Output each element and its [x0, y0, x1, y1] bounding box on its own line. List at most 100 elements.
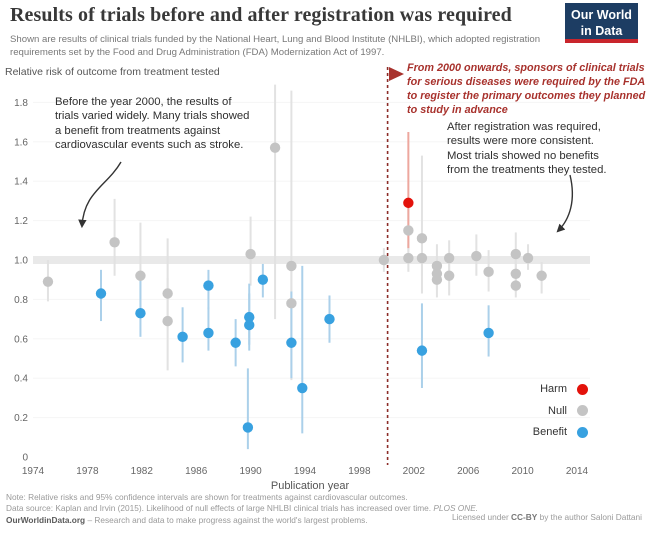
owid-logo-line2: in Data — [580, 24, 623, 39]
y-tick-label: 0.4 — [14, 374, 28, 385]
trial-point-null — [286, 298, 297, 309]
owid-logo-red-strip — [565, 39, 638, 43]
x-tick-label: 1990 — [239, 466, 262, 477]
null-dot-icon — [577, 405, 588, 416]
x-tick-label: 2006 — [457, 466, 480, 477]
trial-point-benefit — [324, 313, 335, 325]
footer: Note: Relative risks and 95% confidence … — [6, 492, 650, 527]
trial-point-null — [135, 270, 146, 281]
benefit-dot-icon — [577, 426, 588, 438]
trial-point-null — [162, 288, 173, 299]
x-tick-label: 2010 — [511, 466, 534, 477]
y-tick-label: 1.2 — [14, 216, 28, 227]
footer-source-text: Data source: Kaplan and Irvin (2015). Li… — [6, 503, 434, 514]
trial-point-null — [510, 280, 521, 291]
y-axis-title: Relative risk of outcome from treatment … — [5, 66, 220, 78]
x-tick-label: 1998 — [348, 466, 371, 477]
chart-subtitle: Shown are results of clinical trials fun… — [10, 34, 541, 59]
legend-label-harm: Harm — [540, 383, 567, 395]
trial-point-null — [162, 315, 173, 327]
trial-point-null — [510, 248, 521, 260]
annotation-before-2000: Before the year 2000, the results of tri… — [55, 96, 250, 152]
trial-point-null — [378, 254, 390, 266]
legend-item-harm: Harm — [460, 379, 588, 399]
trial-point-null — [109, 237, 120, 248]
trial-point-benefit — [286, 337, 297, 348]
trial-point-null — [245, 248, 256, 260]
x-tick-label: 2002 — [403, 466, 426, 477]
license-cc-by: CC-BY — [511, 512, 538, 522]
registration-flag-icon — [389, 67, 404, 81]
y-tick-label: 0.2 — [14, 413, 28, 424]
y-tick-label: 1.8 — [14, 98, 28, 109]
trial-point-null — [416, 252, 428, 264]
footer-owid-line: OurWorldinData.org – Research and data t… — [6, 514, 650, 526]
trial-point-benefit — [242, 422, 254, 433]
footer-source-journal: PLOS ONE. — [433, 503, 479, 514]
y-tick-label: 0 — [22, 453, 28, 464]
trial-point-benefit — [177, 331, 188, 343]
reference-band-rr1 — [33, 256, 590, 264]
license-text: Licensed under CC-BY by the author Salon… — [452, 512, 642, 522]
trial-point-benefit — [244, 319, 255, 331]
page-title: Results of trials before and after regis… — [10, 4, 512, 26]
owid-logo: Our World in Data — [565, 3, 638, 43]
trial-point-benefit — [230, 337, 241, 348]
legend-item-benefit: Benefit — [460, 422, 588, 442]
trial-point-null — [536, 270, 547, 281]
x-tick-label: 1994 — [294, 466, 317, 477]
x-tick-label: 1978 — [76, 466, 99, 477]
license-prefix: Licensed under — [451, 512, 512, 522]
x-tick-label: 1974 — [22, 466, 45, 477]
trial-point-null — [443, 270, 455, 281]
y-tick-label: 1.4 — [14, 177, 28, 188]
trial-point-benefit — [297, 382, 308, 394]
trial-point-null — [431, 274, 443, 285]
trial-point-benefit — [203, 280, 214, 291]
license-suffix: by the author Saloni Dattani — [537, 512, 642, 522]
footer-source: Data source: Kaplan and Irvin (2015). Li… — [6, 503, 650, 514]
footer-note: Note: Relative risks and 95% confidence … — [6, 492, 408, 502]
x-axis-title: Publication year — [270, 480, 350, 492]
x-tick-label: 1986 — [185, 466, 208, 477]
trial-point-null — [269, 142, 281, 153]
harm-dot-icon — [577, 383, 588, 395]
owid-tagline: – Research and data to make progress aga… — [85, 514, 368, 525]
before-annotation-arrow-icon — [78, 161, 122, 229]
trial-point-benefit — [416, 345, 428, 356]
trial-point-null — [522, 252, 534, 264]
y-tick-label: 1.0 — [14, 256, 28, 267]
annotation-after-2000: After registration was required, results… — [447, 121, 607, 177]
trial-point-harm — [403, 197, 414, 209]
trial-point-null — [286, 260, 297, 272]
trial-point-benefit — [95, 288, 107, 299]
trial-point-null — [42, 276, 54, 287]
trial-point-null — [431, 260, 443, 272]
trial-point-null — [471, 250, 482, 262]
trial-point-null — [403, 225, 414, 236]
trial-point-benefit — [483, 327, 494, 339]
x-tick-label: 2014 — [566, 466, 589, 477]
legend-item-null: Null — [460, 401, 588, 421]
trial-point-null — [443, 252, 455, 264]
trial-point-benefit — [203, 327, 214, 339]
owid-link[interactable]: OurWorldinData.org — [6, 514, 86, 525]
trial-point-null — [510, 268, 521, 279]
trial-point-null — [483, 266, 494, 278]
legend: Harm Null Benefit — [460, 379, 588, 444]
y-tick-label: 0.8 — [14, 295, 28, 306]
y-tick-label: 0.6 — [14, 334, 28, 345]
owid-logo-line1: Our World — [571, 8, 632, 22]
trial-point-benefit — [135, 307, 146, 319]
after-annotation-arrow-icon — [556, 174, 574, 233]
annotation-fda-requirement: From 2000 onwards, sponsors of clinical … — [407, 62, 646, 117]
legend-label-null: Null — [548, 404, 567, 417]
trial-point-benefit — [257, 274, 269, 285]
trial-point-null — [403, 252, 414, 264]
x-tick-label: 1982 — [131, 466, 154, 477]
legend-label-benefit: Benefit — [532, 426, 567, 438]
y-tick-label: 1.6 — [14, 137, 28, 148]
trial-point-benefit — [244, 311, 255, 323]
